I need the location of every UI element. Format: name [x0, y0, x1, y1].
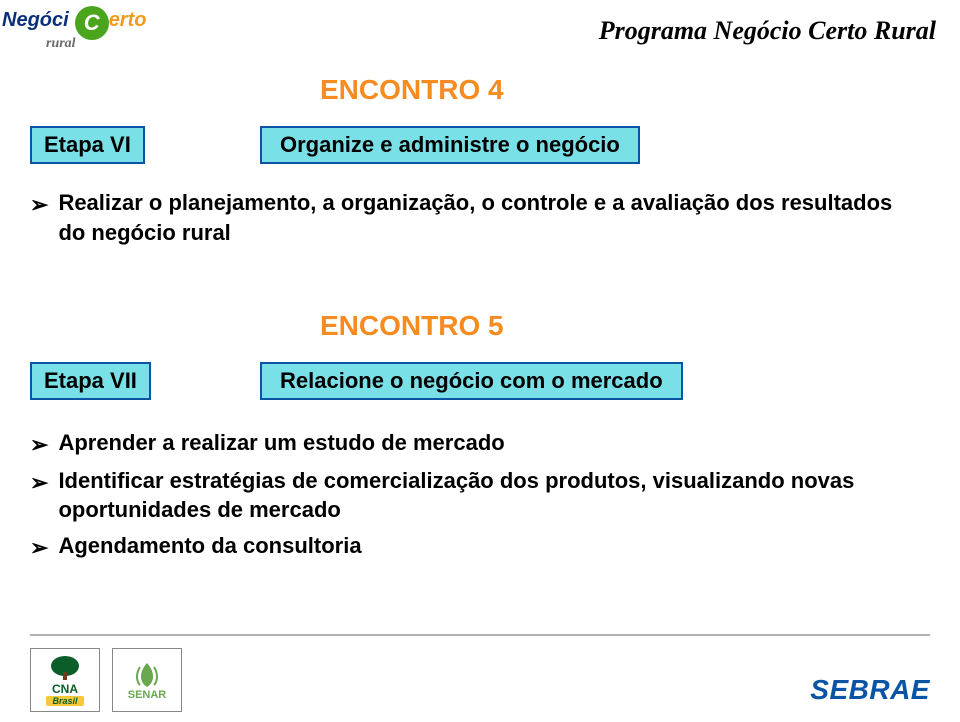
footer-divider	[30, 634, 930, 636]
chevron-icon: ➢	[30, 533, 48, 563]
logo-text-erto: erto	[109, 9, 147, 31]
senar-label: SENAR	[128, 689, 167, 701]
logo-text-negocio: Negóci	[2, 9, 69, 31]
bullet-text: Identificar estratégias de comercializaç…	[58, 466, 920, 525]
program-title: Programa Negócio Certo Rural	[599, 16, 936, 46]
chevron-icon: ➢	[30, 190, 48, 220]
etapa-vi-label: Etapa VI	[44, 132, 131, 157]
etapa-vii-box: Etapa VII	[30, 362, 151, 400]
etapa-vi-box: Etapa VI	[30, 126, 145, 164]
subtitle-encontro-5: Relacione o negócio com o mercado	[260, 362, 683, 400]
bullet-item: ➢ Aprender a realizar um estudo de merca…	[30, 428, 920, 460]
bullet-text: Agendamento da consultoria	[58, 531, 361, 561]
bullet-text: Realizar o planejamento, a organização, …	[58, 188, 920, 247]
wheat-icon	[126, 659, 168, 689]
logo-cna: CNA Brasil	[30, 648, 100, 712]
subtitle-encontro-4: Organize e administre o negócio	[260, 126, 640, 164]
logo-ball-icon: C	[75, 6, 109, 40]
bullet-item: ➢ Agendamento da consultoria	[30, 531, 920, 563]
subtitle-5-text: Relacione o negócio com o mercado	[280, 368, 663, 393]
etapa-vii-label: Etapa VII	[44, 368, 137, 393]
logo-sebrae: SEBRAE	[810, 674, 930, 706]
bullets-group-1: ➢ Realizar o planejamento, a organização…	[30, 188, 920, 253]
cna-sub: Brasil	[46, 696, 83, 706]
bullet-item: ➢ Realizar o planejamento, a organização…	[30, 188, 920, 247]
bullets-group-2: ➢ Aprender a realizar um estudo de merca…	[30, 428, 920, 569]
chevron-icon: ➢	[30, 430, 48, 460]
tree-icon	[45, 654, 85, 682]
heading-encontro-5: ENCONTRO 5	[320, 310, 504, 342]
footer-logos: CNA Brasil SENAR	[30, 648, 182, 712]
cna-label: CNA	[52, 682, 78, 696]
chevron-icon: ➢	[30, 468, 48, 498]
subtitle-4-text: Organize e administre o negócio	[280, 132, 620, 157]
logo-senar: SENAR	[112, 648, 182, 712]
bullet-item: ➢ Identificar estratégias de comercializ…	[30, 466, 920, 525]
logo-negocio-certo: NegóciCerto rural	[2, 2, 146, 52]
heading-encontro-4: ENCONTRO 4	[320, 74, 504, 106]
bullet-text: Aprender a realizar um estudo de mercado	[58, 428, 504, 458]
